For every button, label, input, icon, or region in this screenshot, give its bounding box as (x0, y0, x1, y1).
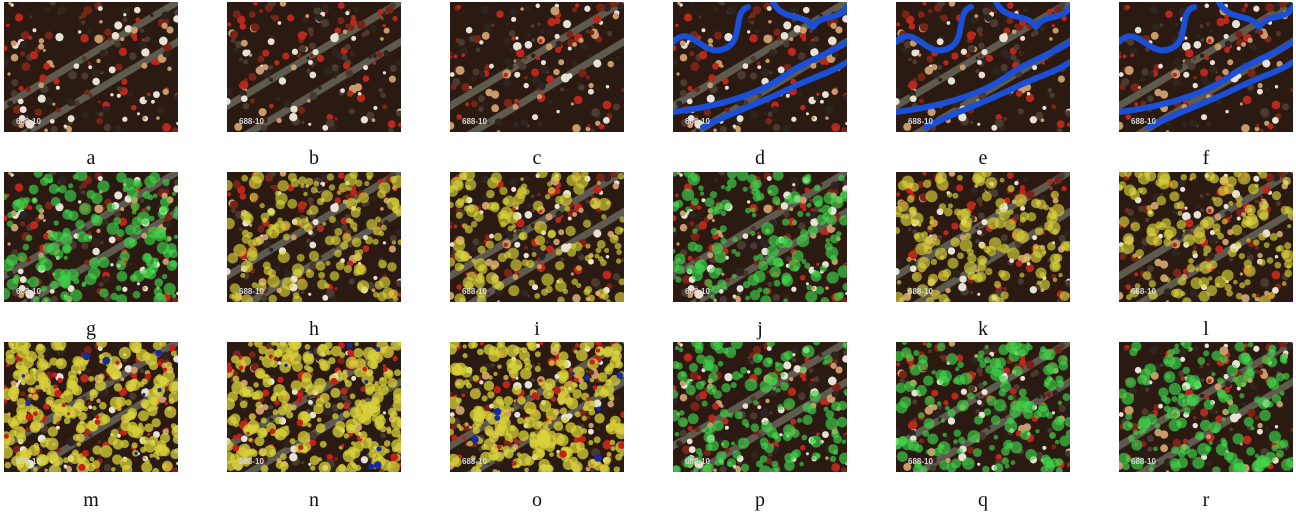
watermark-text: 688-10 (462, 457, 487, 466)
panel-label: i (534, 318, 540, 340)
watermark-text: 688-10 (16, 457, 41, 466)
crowd-image-f: 688-10 (1119, 2, 1293, 132)
crowd-image-i: 688-10 (450, 172, 624, 302)
panel-label: b (309, 147, 319, 169)
panel-n: 688-10 (227, 342, 401, 472)
crowd-image-c: 688-10 (450, 2, 624, 132)
watermark-text: 688-10 (16, 287, 41, 296)
panel-i: 688-10 (450, 172, 624, 302)
watermark-text: 688-10 (239, 117, 264, 126)
crowd-image-a: 688-10 (4, 2, 178, 132)
crowd-image-j: 688-10 (673, 172, 847, 302)
panel-label: o (532, 489, 542, 511)
panel-j: 688-10 (673, 172, 847, 302)
crowd-image-o: 688-10 (450, 342, 624, 472)
panel-label: m (83, 489, 99, 511)
crowd-image-n: 688-10 (227, 342, 401, 472)
crowd-image-r: 688-10 (1119, 342, 1293, 472)
watermark-text: 688-10 (239, 287, 264, 296)
panel-label: c (532, 147, 542, 169)
panel-label: n (309, 489, 319, 511)
panel-d: 688-10 (673, 2, 847, 132)
panel-c: 688-10 (450, 2, 624, 132)
crowd-image-b: 688-10 (227, 2, 401, 132)
panel-label: k (978, 318, 988, 340)
panel-b: 688-10 (227, 2, 401, 132)
watermark-text: 688-10 (1131, 117, 1156, 126)
watermark-text: 688-10 (462, 117, 487, 126)
watermark-text: 688-10 (239, 457, 264, 466)
crowd-image-q: 688-10 (896, 342, 1070, 472)
panel-label: h (309, 318, 319, 340)
panel-label: q (978, 489, 988, 511)
watermark-text: 688-10 (685, 287, 710, 296)
panel-l: 688-10 (1119, 172, 1293, 302)
crowd-image-e: 688-10 (896, 2, 1070, 132)
panel-label: l (1203, 318, 1209, 340)
panel-label: f (1202, 147, 1210, 169)
panel-label: a (86, 147, 96, 169)
watermark-text: 688-10 (685, 117, 710, 126)
watermark-text: 688-10 (462, 287, 487, 296)
panel-label: e (978, 147, 988, 169)
crowd-image-g: 688-10 (4, 172, 178, 302)
panel-q: 688-10 (896, 342, 1070, 472)
panel-label: j (757, 318, 763, 340)
panel-label: r (1202, 489, 1210, 511)
panel-m: 688-10 (4, 342, 178, 472)
panel-label: d (755, 147, 765, 169)
panel-label: p (755, 489, 765, 511)
crowd-image-d: 688-10 (673, 2, 847, 132)
panel-h: 688-10 (227, 172, 401, 302)
watermark-text: 688-10 (908, 117, 933, 126)
panel-r: 688-10 (1119, 342, 1293, 472)
watermark-text: 688-10 (16, 117, 41, 126)
watermark-text: 688-10 (1131, 457, 1156, 466)
panel-e: 688-10 (896, 2, 1070, 132)
panel-f: 688-10 (1119, 2, 1293, 132)
crowd-image-m: 688-10 (4, 342, 178, 472)
panel-k: 688-10 (896, 172, 1070, 302)
watermark-text: 688-10 (908, 457, 933, 466)
panel-p: 688-10 (673, 342, 847, 472)
watermark-text: 688-10 (685, 457, 710, 466)
crowd-image-p: 688-10 (673, 342, 847, 472)
crowd-image-k: 688-10 (896, 172, 1070, 302)
watermark-text: 688-10 (1131, 287, 1156, 296)
watermark-text: 688-10 (908, 287, 933, 296)
panel-a: 688-10 (4, 2, 178, 132)
panel-g: 688-10 (4, 172, 178, 302)
panel-o: 688-10 (450, 342, 624, 472)
crowd-image-h: 688-10 (227, 172, 401, 302)
crowd-image-l: 688-10 (1119, 172, 1293, 302)
panel-label: g (86, 318, 96, 340)
